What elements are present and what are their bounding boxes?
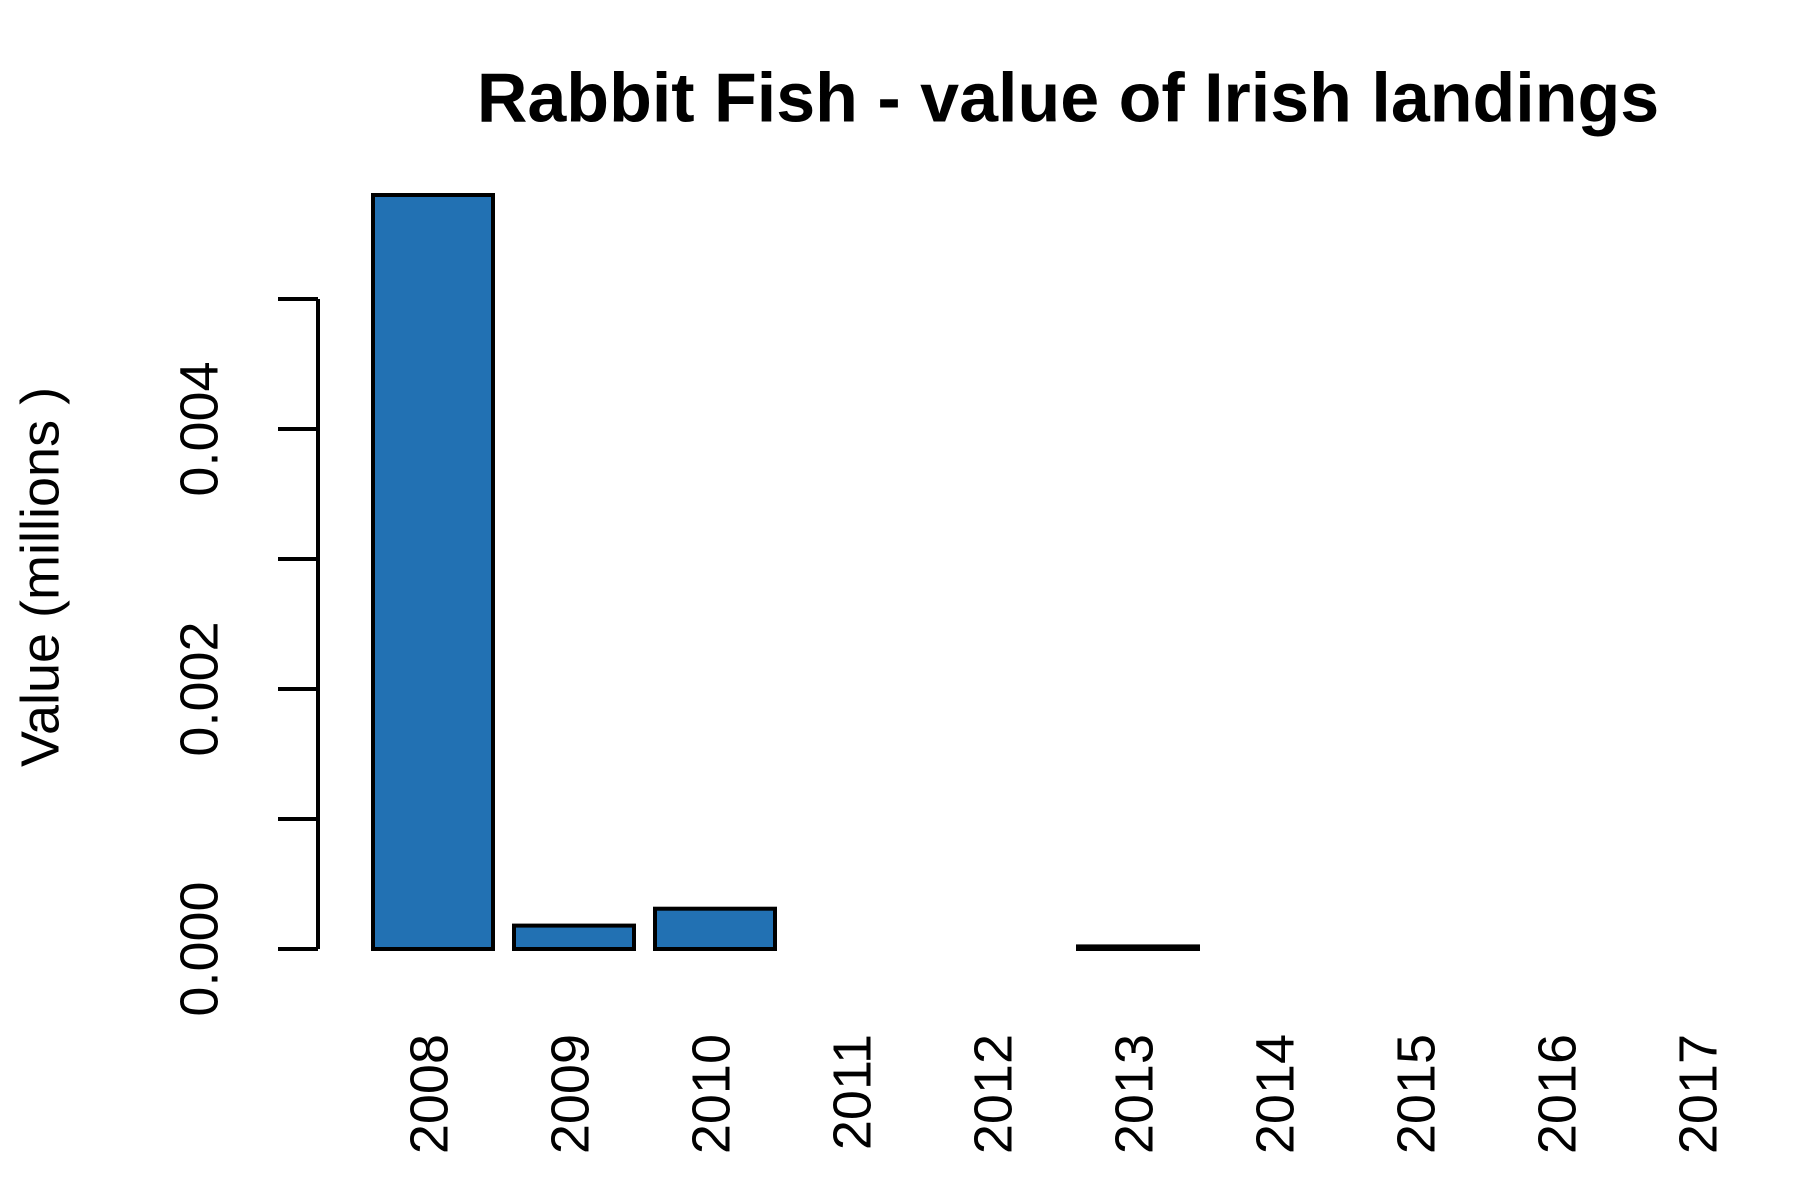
bar: [1076, 944, 1200, 952]
x-tick-label: 2010: [681, 1034, 741, 1154]
x-tick-label: 2012: [963, 1034, 1023, 1154]
x-tick-label: 2015: [1386, 1034, 1446, 1154]
bar: [512, 923, 636, 951]
y-tick-label: 0.002: [169, 621, 229, 756]
y-tick-label: 0.000: [169, 881, 229, 1016]
y-axis-label: Value (millions ): [10, 387, 70, 767]
bar: [371, 193, 495, 951]
x-tick-label: 2014: [1245, 1034, 1305, 1154]
x-tick-label: 2017: [1668, 1034, 1728, 1154]
x-tick-label: 2009: [540, 1034, 600, 1154]
y-tick-label: 0.004: [169, 361, 229, 496]
x-tick-label: 2011: [822, 1034, 882, 1150]
chart-title: Rabbit Fish - value of Irish landings: [477, 58, 1659, 136]
x-tick-label: 2016: [1527, 1034, 1587, 1154]
x-tick-label: 2008: [399, 1034, 459, 1154]
bar: [653, 906, 777, 952]
x-tick-label: 2013: [1104, 1034, 1164, 1154]
